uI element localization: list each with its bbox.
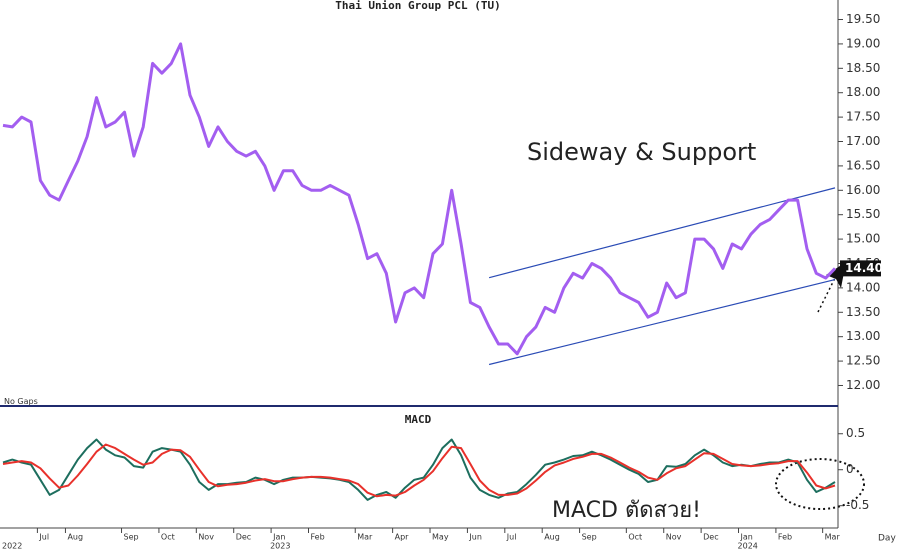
x-tick-label: Aug xyxy=(544,533,560,542)
y-tick-label: 17.50 xyxy=(846,110,880,124)
x-tick-label: Jun xyxy=(468,533,482,542)
x-tick-label: May xyxy=(432,533,449,542)
highlight-circle xyxy=(775,458,865,510)
x-tick-label: Sep xyxy=(124,533,139,542)
y-tick-label: 19.50 xyxy=(846,12,880,26)
y-tick-label: 17.00 xyxy=(846,134,880,148)
chart-title: Thai Union Group PCL (TU) xyxy=(335,0,501,12)
y-tick-label: 16.50 xyxy=(846,158,880,172)
line-series xyxy=(2,443,836,498)
x-tick-label: Feb xyxy=(778,533,792,542)
y-tick-label: 13.00 xyxy=(846,329,880,343)
line-series xyxy=(2,438,836,501)
x-tick-label: Mar xyxy=(825,533,841,542)
y-tick-label: 0 xyxy=(846,462,854,476)
y-tick-label: -0.5 xyxy=(846,498,869,512)
panel-title: MACD xyxy=(405,413,432,426)
y-tick-label: 0.5 xyxy=(846,426,865,440)
trendline xyxy=(488,279,836,366)
x-tick-label: Jan xyxy=(272,533,285,542)
x-tick-label: Dec xyxy=(703,533,718,542)
y-tick-label: 15.00 xyxy=(846,232,880,246)
line-series xyxy=(2,42,837,356)
y-tick-label: 14.00 xyxy=(846,280,880,294)
annotation: MACD ตัดสวย! xyxy=(552,498,701,523)
x-tick-label: Nov xyxy=(198,533,214,542)
x-tick-label: Jul xyxy=(506,533,517,542)
note: No Gaps xyxy=(4,397,38,406)
year-label: 2024 xyxy=(738,542,758,550)
x-tick-label: Nov xyxy=(666,533,682,542)
x-tick-label: Feb xyxy=(310,533,324,542)
y-tick-label: 12.50 xyxy=(846,354,880,368)
x-tick-label: Oct xyxy=(628,533,642,542)
x-tick-label: Aug xyxy=(67,533,83,542)
x-tick-label: Jul xyxy=(38,533,49,542)
x-tick-label: Sep xyxy=(582,533,597,542)
x-tick-label: Dec xyxy=(236,533,251,542)
last-value-box xyxy=(840,260,881,277)
x-tick-label: Jan xyxy=(740,533,753,542)
x-tick-label: Mar xyxy=(357,533,373,542)
trendline xyxy=(488,187,836,279)
x-axis-label: Day xyxy=(878,534,896,544)
y-tick-label: 13.50 xyxy=(846,305,880,319)
year-label: 2022 xyxy=(2,542,22,550)
y-tick-label: 16.00 xyxy=(846,183,880,197)
last-value-label: 14.40 xyxy=(845,261,883,275)
y-tick-label: 18.00 xyxy=(846,85,880,99)
annotation: Sideway & Support xyxy=(527,138,756,166)
x-tick-label: Apr xyxy=(395,533,410,542)
x-tick-label: Oct xyxy=(161,533,175,542)
y-tick-label: 15.50 xyxy=(846,207,880,221)
y-tick-label: 18.50 xyxy=(846,61,880,75)
year-label: 2023 xyxy=(270,542,290,550)
y-tick-label: 19.00 xyxy=(846,36,880,50)
y-tick-label: 12.00 xyxy=(846,378,880,392)
